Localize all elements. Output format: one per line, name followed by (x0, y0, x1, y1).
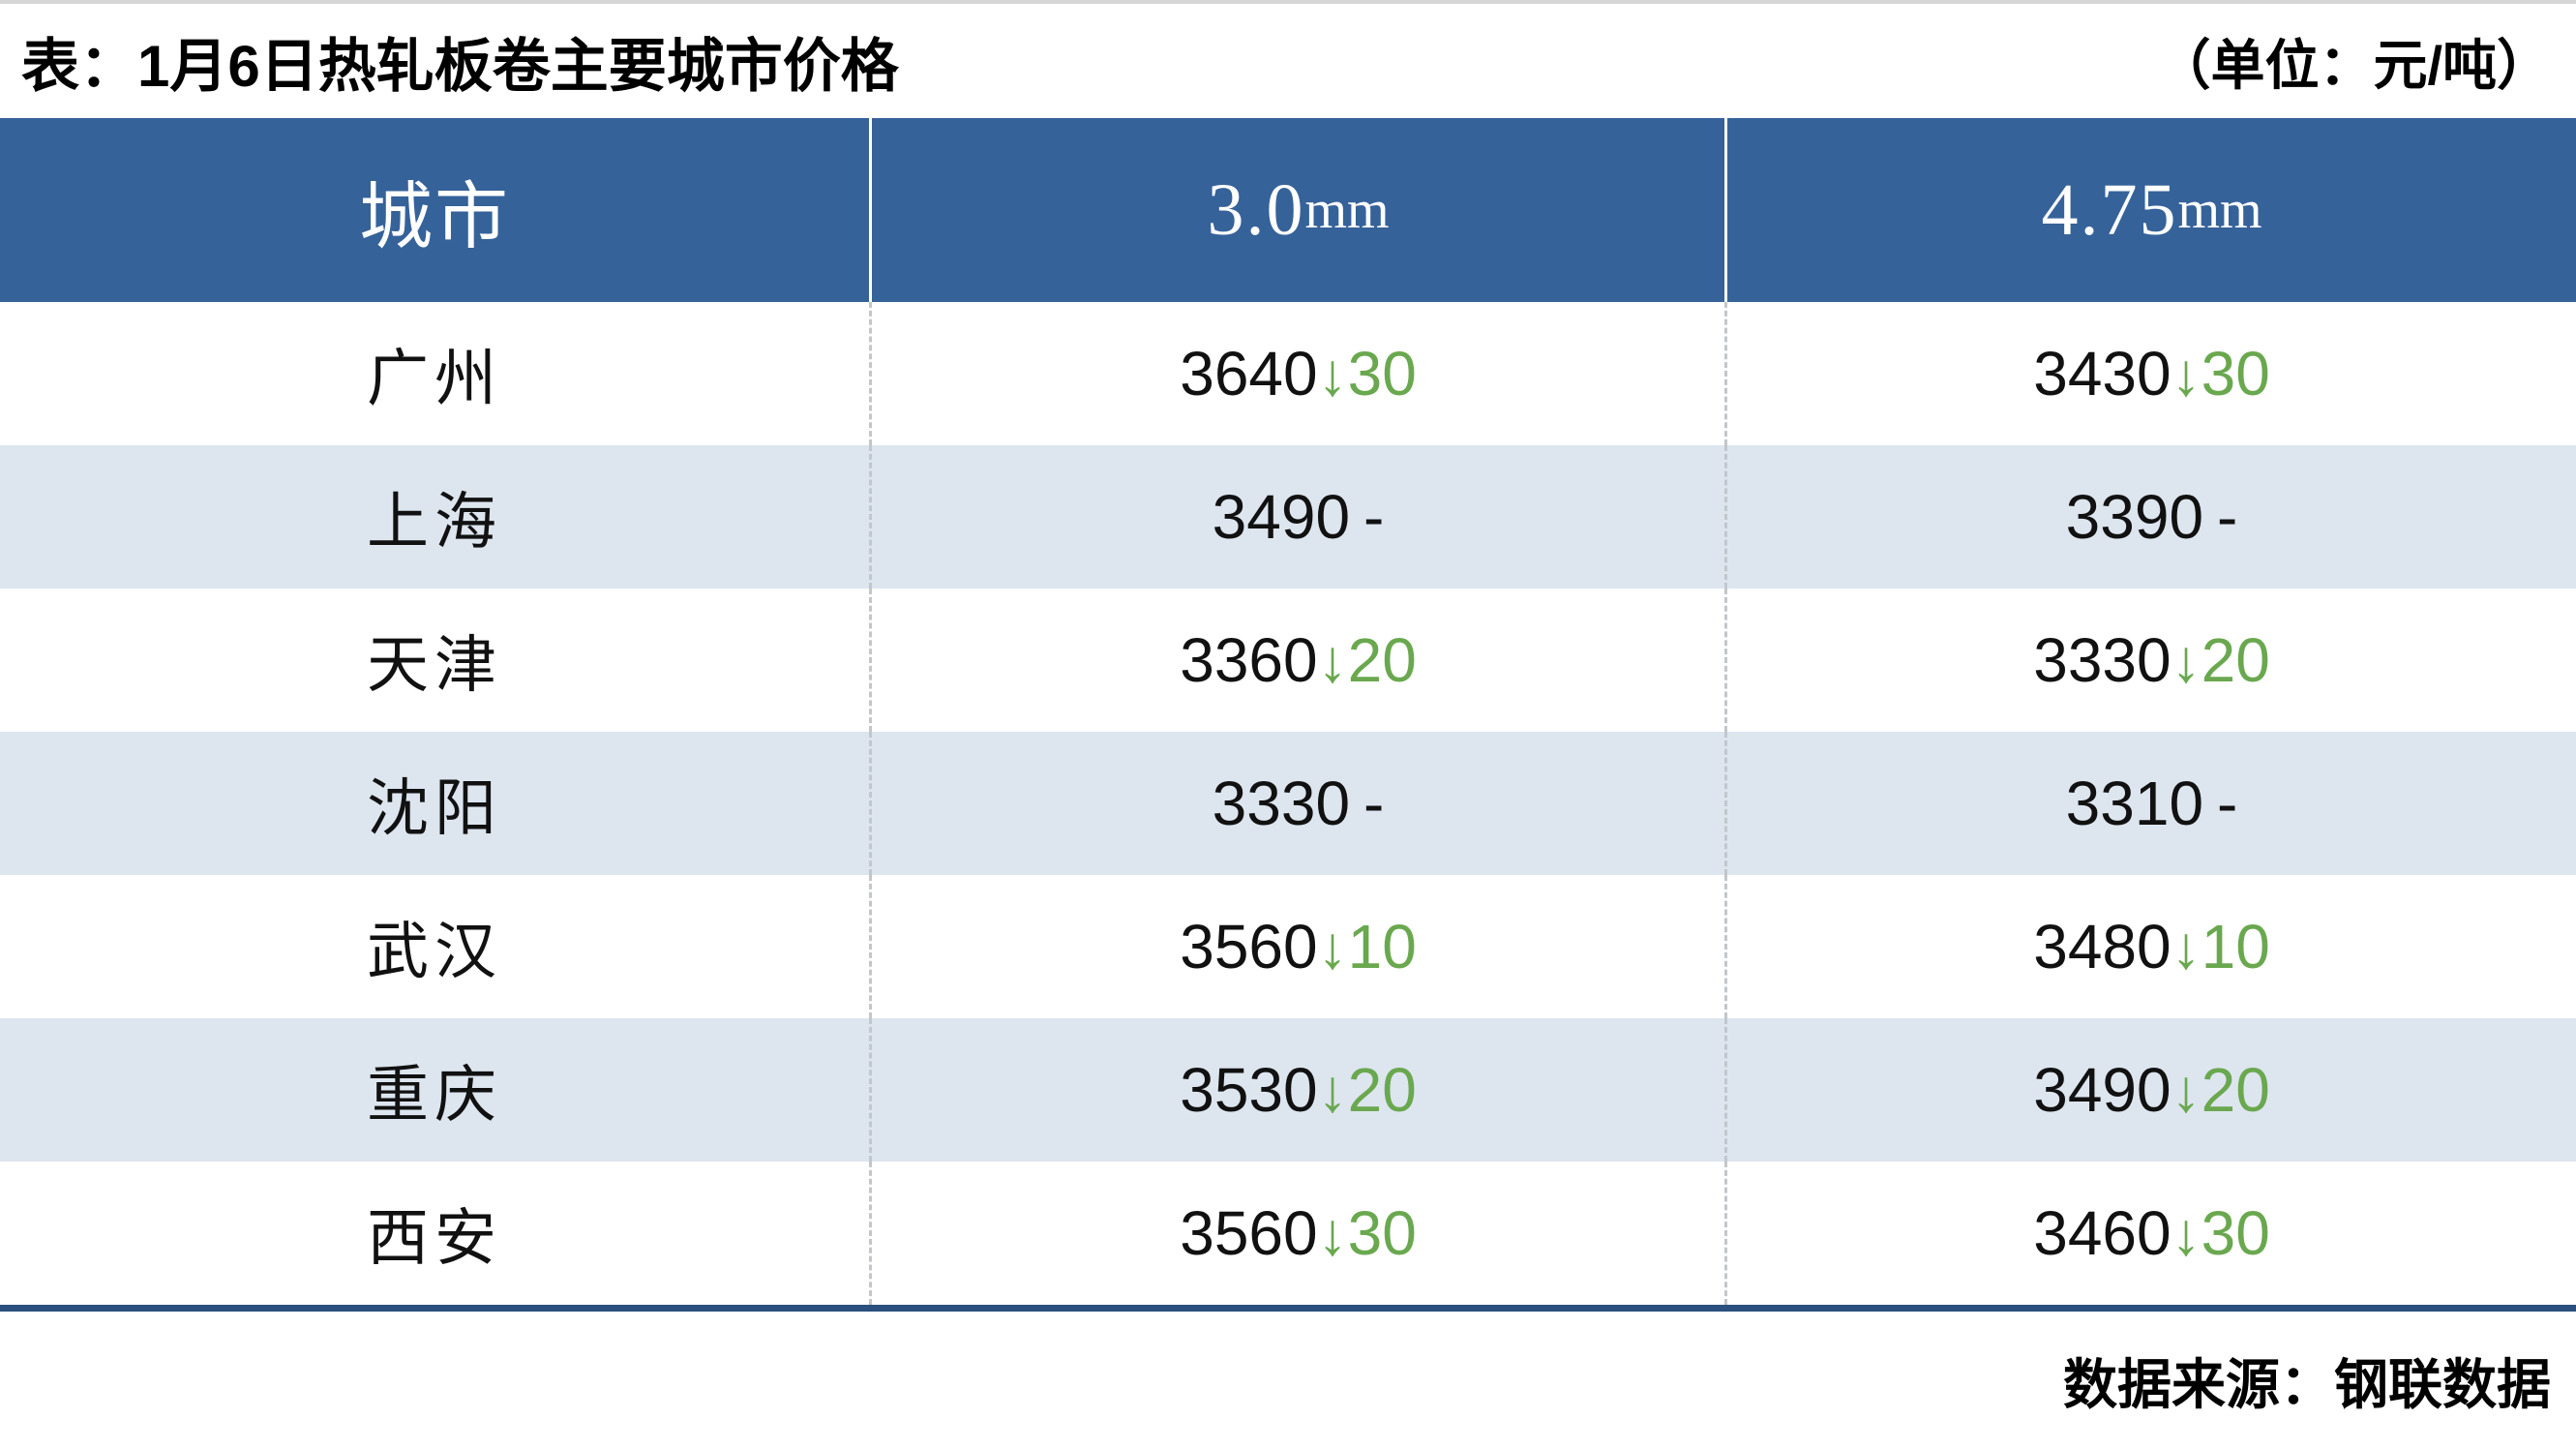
table-row: 武汉 3560 ↓ 10 3480 ↓ 10 (0, 875, 2576, 1018)
city-label: 上海 (367, 487, 502, 557)
price-value: 3330 (1212, 769, 1351, 838)
cell-price-3-0mm: 3640 ↓ 30 (869, 302, 1724, 445)
cell-price-4-75mm: 3330 ↓ 20 (1724, 589, 2576, 732)
price-delta: 30 (2201, 1198, 2270, 1268)
column-header-thickness-3-0mm: 3.0 mm (869, 118, 1724, 302)
unit-label: （单位：元/吨） (2156, 34, 2551, 96)
price-delta: - (2217, 482, 2238, 552)
cell-price-3-0mm: 3560 ↓ 30 (869, 1162, 1724, 1305)
price-delta: 20 (1347, 1055, 1417, 1125)
cell-price-4-75mm: 3430 ↓ 30 (1724, 302, 2576, 445)
price-delta: 20 (1347, 625, 1417, 695)
cell-city: 西安 (0, 1162, 869, 1305)
column-header-4-75mm-value: 4.75 (2041, 168, 2178, 251)
cell-price-4-75mm: 3490 ↓ 20 (1724, 1018, 2576, 1162)
price-value: 3560 (1180, 912, 1318, 981)
cell-price-3-0mm: 3360 ↓ 20 (869, 589, 1724, 732)
column-header-city-label: 城市 (359, 177, 510, 258)
price-value: 3390 (2065, 482, 2204, 552)
price-value: 3480 (2033, 912, 2172, 981)
arrow-down-icon: ↓ (1317, 628, 1348, 695)
table-row: 重庆 3530 ↓ 20 3490 ↓ 20 (0, 1018, 2576, 1162)
price-value: 3330 (2033, 625, 2172, 695)
table-row: 沈阳 3330- 3310- (0, 732, 2576, 875)
city-label: 武汉 (367, 917, 502, 986)
price-delta: 30 (1347, 1198, 1417, 1268)
arrow-down-icon: ↓ (1317, 1058, 1348, 1125)
cell-city: 上海 (0, 445, 869, 589)
price-value: 3640 (1180, 339, 1318, 408)
column-header-4-75mm-unit: mm (2177, 180, 2262, 240)
arrow-down-icon: ↓ (1317, 1201, 1348, 1268)
column-header-3-0mm-unit: mm (1304, 180, 1390, 240)
price-value: 3560 (1180, 1198, 1318, 1268)
column-header-thickness-4-75mm: 4.75 mm (1724, 118, 2576, 302)
cell-city: 重庆 (0, 1018, 869, 1162)
cell-city: 沈阳 (0, 732, 869, 875)
city-label: 西安 (367, 1203, 502, 1273)
table-row: 西安 3560 ↓ 30 3460 ↓ 30 (0, 1162, 2576, 1305)
price-value: 3310 (2065, 769, 2204, 838)
table-row: 上海 3490- 3390- (0, 445, 2576, 589)
price-delta: 30 (2201, 339, 2270, 408)
city-label: 广州 (367, 344, 502, 413)
arrow-down-icon: ↓ (1317, 342, 1348, 408)
page-title: 表：1月6日热轧板卷主要城市价格 (21, 33, 899, 99)
column-header-city: 城市 (0, 118, 869, 302)
arrow-down-icon: ↓ (2171, 628, 2202, 695)
column-header-3-0mm-value: 3.0 (1207, 168, 1305, 251)
arrow-down-icon: ↓ (2171, 342, 2202, 408)
price-value: 3430 (2033, 339, 2172, 408)
price-delta: 30 (1347, 339, 1417, 408)
cell-price-3-0mm: 3330- (869, 732, 1724, 875)
price-value: 3360 (1180, 625, 1318, 695)
cell-city: 天津 (0, 589, 869, 732)
cell-city: 武汉 (0, 875, 869, 1018)
price-delta: 20 (2201, 625, 2270, 695)
price-delta: - (1363, 482, 1385, 552)
price-table: 城市 3.0 mm 4.75 mm 广州 3640 ↓ 30 3430 ↓ 30 (0, 118, 2576, 1305)
data-source-label: 数据来源：钢联数据 (2063, 1353, 2551, 1415)
cell-price-4-75mm: 3310- (1724, 732, 2576, 875)
cell-price-4-75mm: 3460 ↓ 30 (1724, 1162, 2576, 1305)
price-delta: - (2217, 769, 2238, 838)
city-label: 重庆 (367, 1060, 502, 1130)
cell-price-3-0mm: 3560 ↓ 10 (869, 875, 1724, 1018)
price-value: 3490 (2033, 1055, 2172, 1125)
cell-price-4-75mm: 3390- (1724, 445, 2576, 589)
footer: 数据来源：钢联数据 (0, 1305, 2576, 1449)
cell-price-3-0mm: 3530 ↓ 20 (869, 1018, 1724, 1162)
price-delta: 10 (2201, 912, 2270, 981)
title-bar: 表：1月6日热轧板卷主要城市价格 （单位：元/吨） (0, 4, 2576, 118)
table-header-row: 城市 3.0 mm 4.75 mm (0, 118, 2576, 302)
table-row: 天津 3360 ↓ 20 3330 ↓ 20 (0, 589, 2576, 732)
price-delta: 20 (2201, 1055, 2270, 1125)
price-value: 3460 (2033, 1198, 2172, 1268)
price-delta: - (1363, 769, 1385, 838)
table-row: 广州 3640 ↓ 30 3430 ↓ 30 (0, 302, 2576, 445)
cell-price-3-0mm: 3490- (869, 445, 1724, 589)
price-delta: 10 (1347, 912, 1417, 981)
arrow-down-icon: ↓ (2171, 1201, 2202, 1268)
price-value: 3490 (1212, 482, 1351, 552)
city-label: 沈阳 (367, 773, 502, 843)
arrow-down-icon: ↓ (2171, 915, 2202, 981)
cell-city: 广州 (0, 302, 869, 445)
arrow-down-icon: ↓ (2171, 1058, 2202, 1125)
city-label: 天津 (367, 630, 502, 700)
cell-price-4-75mm: 3480 ↓ 10 (1724, 875, 2576, 1018)
arrow-down-icon: ↓ (1317, 915, 1348, 981)
price-value: 3530 (1180, 1055, 1318, 1125)
